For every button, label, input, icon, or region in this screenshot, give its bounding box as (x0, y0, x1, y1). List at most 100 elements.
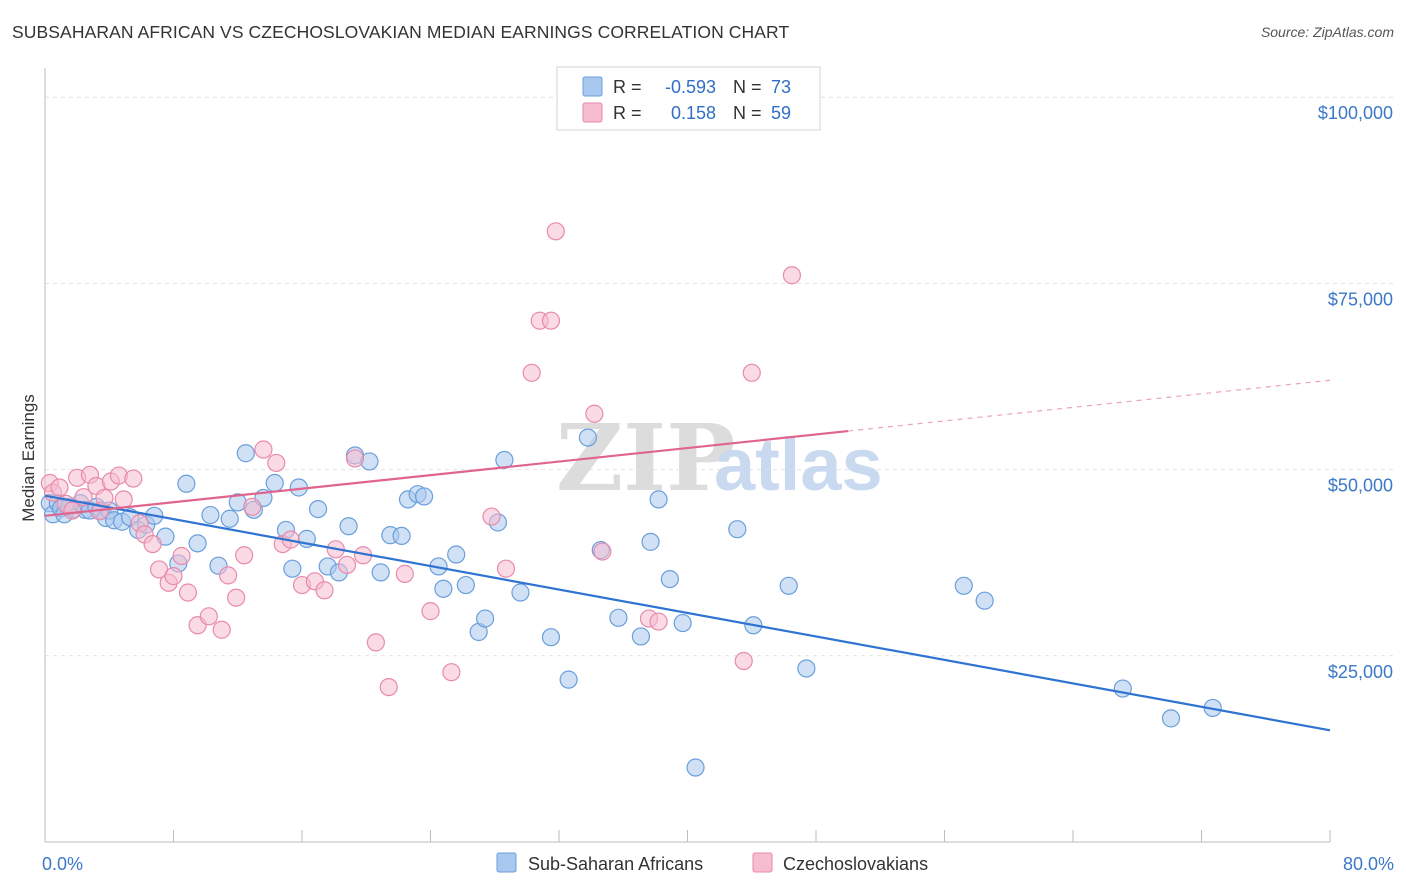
data-point (728, 520, 747, 539)
y-tick-label: $100,000 (1318, 103, 1393, 123)
y-tick-labels: $25,000 $50,000 $75,000 $100,000 (1318, 103, 1393, 682)
trendline-czechoslovakian (44, 429, 849, 517)
data-point (235, 546, 254, 565)
data-point (447, 545, 466, 564)
data-point (392, 526, 411, 546)
data-point (434, 579, 453, 598)
data-point (178, 583, 198, 602)
data-point (660, 569, 679, 589)
data-point (541, 628, 561, 647)
series-legend: Sub-Saharan Africans Czechoslovakians (496, 852, 928, 874)
grid-lines (45, 96, 1395, 657)
data-point (236, 444, 255, 463)
data-point (686, 758, 705, 777)
data-point (379, 677, 398, 697)
data-point (265, 473, 284, 493)
data-point (371, 563, 390, 582)
data-point (673, 613, 692, 633)
legend-swatch-blue (582, 76, 603, 97)
data-point (496, 559, 516, 578)
legend-n-value-1: 73 (771, 77, 791, 97)
data-point (366, 633, 385, 652)
x-tick-label-min: 0.0% (42, 854, 83, 874)
data-point (243, 497, 262, 516)
data-point (63, 501, 82, 520)
data-point (641, 532, 660, 551)
data-point (395, 564, 414, 583)
data-point (227, 588, 246, 607)
data-point (593, 542, 612, 561)
watermark: ZIP atlas (556, 404, 883, 512)
data-point (456, 575, 475, 595)
data-point (578, 428, 598, 447)
data-point (1161, 709, 1181, 728)
data-point (442, 663, 461, 682)
data-point (188, 534, 207, 553)
data-point (649, 490, 668, 509)
chart-source: Source: ZipAtlas.com (1260, 24, 1394, 40)
y-axis-title: Median Earnings (19, 394, 38, 522)
y-tick-label: $50,000 (1328, 476, 1393, 496)
legend-swatch-pink (582, 102, 603, 123)
trend-lines (44, 379, 1331, 732)
data-point (734, 651, 753, 671)
data-point (414, 487, 434, 506)
data-point (797, 659, 816, 678)
legend-r-value-1: -0.593 (665, 77, 716, 97)
data-point (779, 576, 798, 595)
series-legend-swatch-blue (496, 852, 517, 873)
trendline-sub-saharan (44, 494, 1331, 732)
data-point (283, 559, 302, 578)
data-point (954, 576, 973, 595)
y-tick-label: $25,000 (1328, 662, 1393, 682)
data-point (559, 670, 578, 689)
data-point (124, 469, 143, 488)
data-point (164, 567, 183, 586)
legend-r-label-2: R = (613, 103, 642, 123)
data-point (308, 499, 328, 519)
data-point (631, 627, 651, 646)
legend-n-label-1: N = (733, 77, 762, 97)
data-point (315, 581, 334, 600)
data-point (522, 363, 541, 382)
data-point (219, 566, 238, 585)
data-point (177, 474, 196, 493)
data-point (254, 440, 273, 459)
data-point (345, 449, 365, 468)
data-point (267, 453, 286, 473)
y-tick-label: $75,000 (1328, 289, 1393, 309)
series-czechoslovakian-points (40, 222, 802, 697)
x-tick-label-max: 80.0% (1343, 854, 1394, 874)
legend-n-value-2: 59 (771, 103, 791, 123)
legend-r-label-1: R = (613, 77, 642, 97)
data-point (199, 607, 218, 626)
data-point (975, 591, 994, 610)
data-point (172, 546, 191, 566)
correlation-legend: R = -0.593 N = 73 R = 0.158 N = 59 (556, 66, 821, 131)
series-legend-label-pink: Czechoslovakians (783, 854, 928, 874)
legend-n-label-2: N = (733, 103, 762, 123)
data-point (201, 505, 220, 525)
data-point (511, 583, 530, 602)
data-point (546, 222, 565, 241)
legend-r-value-2: 0.158 (671, 103, 716, 123)
data-point (482, 507, 501, 526)
data-point (742, 363, 761, 382)
data-point (143, 534, 162, 554)
series-legend-swatch-pink (752, 852, 773, 873)
data-point (339, 517, 358, 536)
series-legend-label-blue: Sub-Saharan Africans (528, 854, 703, 874)
data-point (476, 609, 495, 628)
data-point (585, 404, 604, 423)
data-point (114, 490, 133, 509)
axes (44, 68, 1331, 843)
data-point (95, 488, 114, 508)
data-point (649, 612, 668, 631)
data-point (609, 608, 628, 627)
data-point (337, 555, 357, 575)
data-point (421, 602, 440, 621)
data-point (541, 311, 561, 330)
data-point (782, 266, 802, 285)
data-point (212, 620, 231, 639)
